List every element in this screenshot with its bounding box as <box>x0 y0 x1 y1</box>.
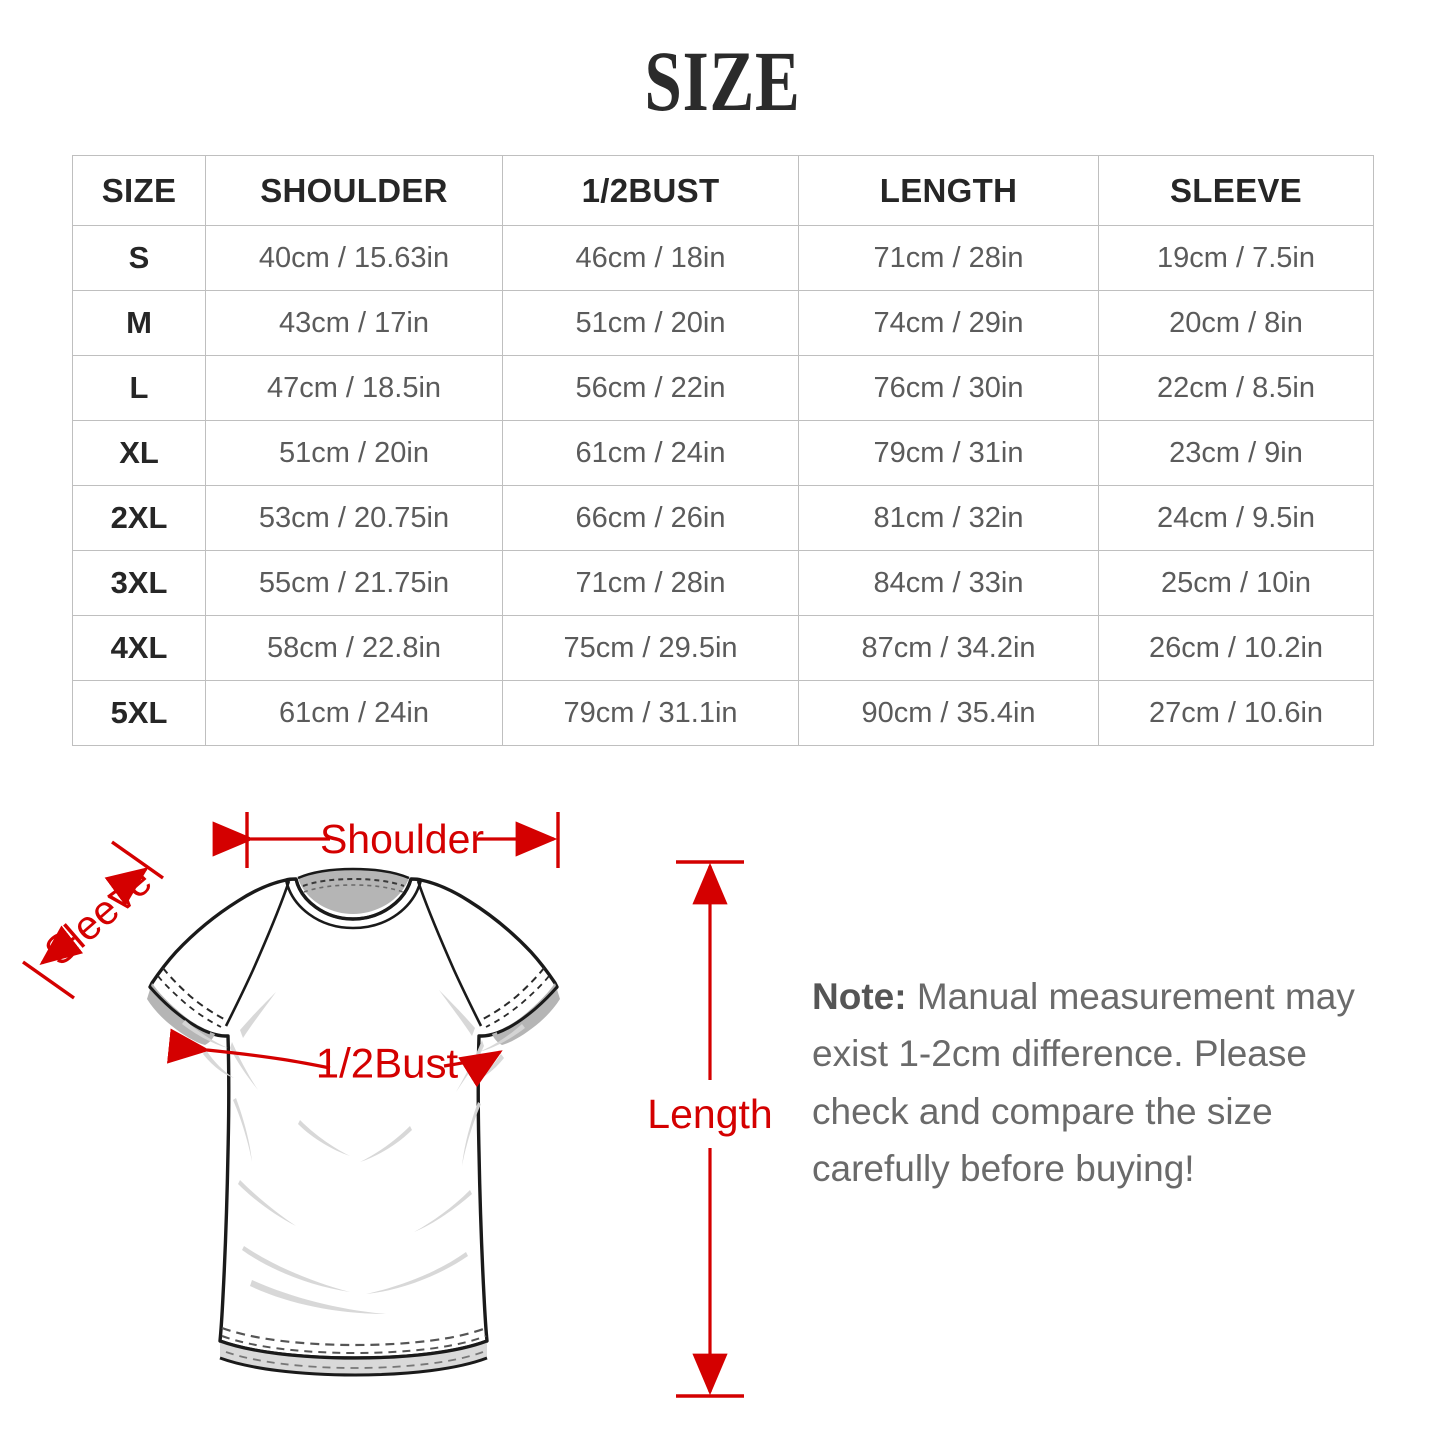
cell-length: 90cm / 35.4in <box>798 680 1099 746</box>
length-label: Length <box>647 1091 772 1137</box>
cell-bust: 56cm / 22in <box>502 355 799 421</box>
sleeve-cuff-right-fill <box>492 983 560 1045</box>
hem-stitch-3 <box>225 1351 484 1369</box>
cell-length: 87cm / 34.2in <box>798 615 1099 681</box>
collar-stitch-2 <box>303 884 404 893</box>
collar-outer-edge <box>284 879 423 930</box>
sleeve-cuff-left-edge <box>148 986 211 1035</box>
hem-stitch-1 <box>221 1326 487 1347</box>
cell-bust: 79cm / 31.1in <box>502 680 799 746</box>
table-header-row: SIZE SHOULDER 1/2BUST LENGTH SLEEVE <box>72 155 1374 226</box>
note-text: Manual measurement may exist 1-2cm diffe… <box>812 976 1355 1190</box>
note-label: Note: <box>812 976 907 1017</box>
cell-length: 81cm / 32in <box>798 485 1099 551</box>
tshirt-illustration <box>147 867 560 1377</box>
table-row: M 43cm / 17in 51cm / 20in 74cm / 29in 20… <box>72 290 1374 356</box>
collar-top-edge <box>297 867 410 880</box>
cell-sleeve: 25cm / 10in <box>1098 550 1374 616</box>
cell-shoulder: 51cm / 20in <box>205 420 503 486</box>
column-header-sleeve: SLEEVE <box>1098 155 1374 226</box>
cell-length: 74cm / 29in <box>798 290 1099 356</box>
table-row: XL 51cm / 20in 61cm / 24in 79cm / 31in 2… <box>72 420 1374 486</box>
table-row: S 40cm / 15.63in 46cm / 18in 71cm / 28in… <box>72 225 1374 291</box>
cell-length: 71cm / 28in <box>798 225 1099 291</box>
cell-size: L <box>72 355 206 421</box>
hem-bottom-outline <box>219 1356 488 1377</box>
shoulder-seam-left <box>224 880 291 1027</box>
hem-stitch-2 <box>221 1335 487 1355</box>
bust-arrow-right <box>443 1050 503 1088</box>
sleeve-label: Sleeve <box>36 858 161 975</box>
sleeve-cuff-left-stitch-1 <box>162 967 227 1021</box>
cell-length: 76cm / 30in <box>798 355 1099 421</box>
cell-sleeve: 22cm / 8.5in <box>1098 355 1374 421</box>
sleeve-measurement-annotation: Sleeve <box>22 840 164 1000</box>
cell-size: XL <box>72 420 206 486</box>
table-row: 3XL 55cm / 21.75in 71cm / 28in 84cm / 33… <box>72 550 1374 616</box>
sleeve-arrow-lower <box>39 925 84 965</box>
collar-inner <box>298 870 409 914</box>
cell-size: M <box>72 290 206 356</box>
sleeve-arrow-upper <box>104 867 149 906</box>
cell-size: S <box>72 225 206 291</box>
shoulder-seam-right <box>416 880 483 1027</box>
cell-length: 84cm / 33in <box>798 550 1099 616</box>
sleeve-cuff-left-stitch-2 <box>157 975 222 1028</box>
sleeve-tick-lower <box>22 960 75 1000</box>
sleeve-cuff-right-edge <box>496 986 559 1035</box>
cell-length: 79cm / 31in <box>798 420 1099 486</box>
cell-shoulder: 61cm / 24in <box>205 680 503 746</box>
shoulder-label: Shoulder <box>320 816 484 862</box>
cell-shoulder: 55cm / 21.75in <box>205 550 503 616</box>
column-header-bust: 1/2BUST <box>502 155 799 226</box>
bust-label: 1/2Bust <box>316 1040 459 1087</box>
cell-sleeve: 24cm / 9.5in <box>1098 485 1374 551</box>
cell-sleeve: 19cm / 7.5in <box>1098 225 1374 291</box>
table-row: 5XL 61cm / 24in 79cm / 31.1in 90cm / 35.… <box>72 680 1374 746</box>
cell-size: 4XL <box>72 615 206 681</box>
cell-shoulder: 47cm / 18.5in <box>205 355 503 421</box>
table-row: 2XL 53cm / 20.75in 66cm / 26in 81cm / 32… <box>72 485 1374 551</box>
size-chart-table: SIZE SHOULDER 1/2BUST LENGTH SLEEVE S 40… <box>72 155 1374 746</box>
sleeve-cuff-right-stitch-1 <box>480 967 545 1021</box>
collar-band <box>294 878 413 921</box>
cell-sleeve: 20cm / 8in <box>1098 290 1374 356</box>
sleeve-cuff-right-stitch-2 <box>485 975 550 1028</box>
tshirt-measurement-diagram: Shoulder Sleeve 1/2Bust Length <box>0 780 790 1430</box>
tshirt-body-shape <box>148 877 559 1360</box>
cell-size: 3XL <box>72 550 206 616</box>
column-header-size: SIZE <box>72 155 206 226</box>
cell-bust: 71cm / 28in <box>502 550 799 616</box>
cell-shoulder: 53cm / 20.75in <box>205 485 503 551</box>
shoulder-measurement-annotation: Shoulder <box>212 812 560 868</box>
collar-stitch <box>302 877 405 887</box>
bust-measurement-annotation: 1/2Bust <box>166 1028 503 1088</box>
cell-bust: 66cm / 26in <box>502 485 799 551</box>
cell-sleeve: 26cm / 10.2in <box>1098 615 1374 681</box>
cell-bust: 75cm / 29.5in <box>502 615 799 681</box>
cell-sleeve: 23cm / 9in <box>1098 420 1374 486</box>
cell-size: 5XL <box>72 680 206 746</box>
cell-bust: 46cm / 18in <box>502 225 799 291</box>
cell-bust: 51cm / 20in <box>502 290 799 356</box>
cell-sleeve: 27cm / 10.6in <box>1098 680 1374 746</box>
sleeve-tick-upper <box>111 840 164 880</box>
length-measurement-annotation: Length <box>647 860 773 1398</box>
page-title: SIZE <box>644 33 801 129</box>
hem-outline <box>219 1339 488 1360</box>
table-row: L 47cm / 18.5in 56cm / 22in 76cm / 30in … <box>72 355 1374 421</box>
cell-bust: 61cm / 24in <box>502 420 799 486</box>
table-row: 4XL 58cm / 22.8in 75cm / 29.5in 87cm / 3… <box>72 615 1374 681</box>
column-header-shoulder: SHOULDER <box>205 155 503 226</box>
cell-size: 2XL <box>72 485 206 551</box>
cell-shoulder: 40cm / 15.63in <box>205 225 503 291</box>
column-header-length: LENGTH <box>798 155 1099 226</box>
cell-shoulder: 58cm / 22.8in <box>205 615 503 681</box>
bust-arrow-left <box>166 1028 331 1070</box>
measurement-note: Note: Manual measurement may exist 1-2cm… <box>812 968 1392 1197</box>
cell-shoulder: 43cm / 17in <box>205 290 503 356</box>
